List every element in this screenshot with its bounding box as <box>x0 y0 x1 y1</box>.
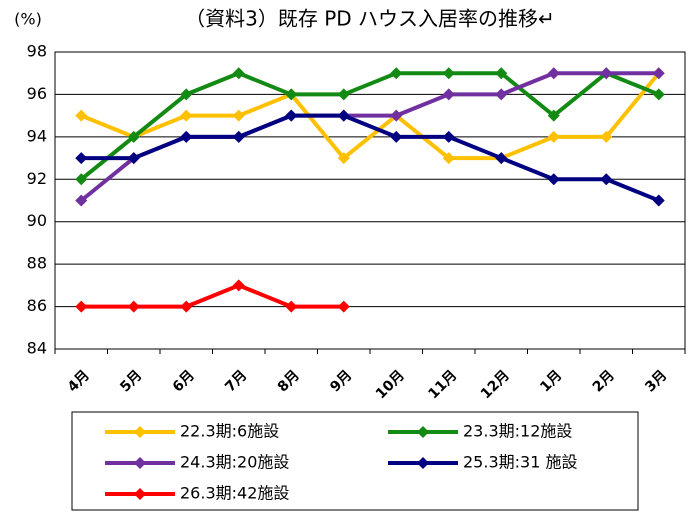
legend-label: 24.3期:20施設 <box>180 453 289 472</box>
x-tick-label: 2月 <box>590 367 618 395</box>
x-tick-label: 3月 <box>642 367 670 395</box>
data-point <box>180 130 193 143</box>
x-tick-label: 5月 <box>117 367 145 395</box>
data-point <box>285 88 298 101</box>
y-axis-label: (%) <box>14 10 42 29</box>
legend-box <box>71 411 639 511</box>
data-point <box>547 67 560 80</box>
legend-marker <box>134 426 146 438</box>
y-tick-label: 84 <box>27 339 47 358</box>
legend-label: 26.3期:42施設 <box>180 484 289 503</box>
legend-marker <box>134 488 146 500</box>
y-tick-label: 92 <box>27 169 47 188</box>
data-point <box>75 300 88 313</box>
data-point <box>442 152 455 165</box>
data-point <box>547 130 560 143</box>
data-point <box>390 109 403 122</box>
data-point <box>600 130 613 143</box>
legend-label: 23.3期:12施設 <box>463 422 572 441</box>
x-tick-label: 4月 <box>65 367 93 395</box>
data-point <box>390 67 403 80</box>
legend-marker <box>417 457 429 469</box>
y-tick-label: 86 <box>27 296 47 315</box>
plot-border <box>54 51 686 350</box>
data-point <box>390 130 403 143</box>
data-point <box>127 130 140 143</box>
data-point <box>337 300 350 313</box>
data-point <box>127 152 140 165</box>
x-tick-label: 6月 <box>170 367 198 395</box>
data-point <box>495 67 508 80</box>
series-line <box>79 70 660 181</box>
data-point <box>75 152 88 165</box>
data-point <box>232 109 245 122</box>
data-point <box>337 152 350 165</box>
y-tick-label: 94 <box>27 126 47 145</box>
data-point <box>75 109 88 122</box>
legend-label: 22.3期:6施設 <box>180 422 279 441</box>
data-point <box>232 279 245 292</box>
data-point <box>442 130 455 143</box>
data-point <box>600 173 613 186</box>
data-point <box>600 67 613 80</box>
data-point <box>495 88 508 101</box>
data-point <box>337 109 350 122</box>
x-tick-label: 12月 <box>478 367 513 402</box>
data-point <box>442 67 455 80</box>
legend-marker <box>417 426 429 438</box>
chart-title: （資料3）既存 PD ハウス入居率の推移↵ <box>185 7 555 31</box>
x-tick-label: 1月 <box>537 367 565 395</box>
y-tick-label: 88 <box>27 254 47 273</box>
data-point <box>127 300 140 313</box>
data-point <box>652 88 665 101</box>
x-tick-label: 10月 <box>373 367 408 402</box>
data-point <box>180 109 193 122</box>
series-line <box>81 283 344 309</box>
x-tick-label: 7月 <box>222 367 250 395</box>
x-tick-label: 8月 <box>275 367 303 395</box>
x-tick-label: 9月 <box>327 367 355 395</box>
data-point <box>232 67 245 80</box>
data-point <box>232 130 245 143</box>
data-point <box>285 109 298 122</box>
legend-marker <box>134 457 146 469</box>
data-point <box>442 88 455 101</box>
data-point <box>75 173 88 186</box>
legend-label: 25.3期:31 施設 <box>463 453 577 472</box>
y-tick-label: 98 <box>27 42 47 61</box>
data-point <box>285 300 298 313</box>
data-point <box>180 300 193 313</box>
data-point <box>180 88 193 101</box>
series-line <box>81 113 660 203</box>
y-tick-label: 90 <box>27 211 47 230</box>
series-line <box>80 71 661 161</box>
data-point <box>547 173 560 186</box>
data-point <box>75 194 88 207</box>
data-point <box>652 194 665 207</box>
data-point <box>652 67 665 80</box>
data-point <box>337 88 350 101</box>
y-tick-label: 96 <box>27 84 47 103</box>
data-point <box>547 109 560 122</box>
data-point <box>495 152 508 165</box>
x-tick-label: 11月 <box>425 367 460 402</box>
